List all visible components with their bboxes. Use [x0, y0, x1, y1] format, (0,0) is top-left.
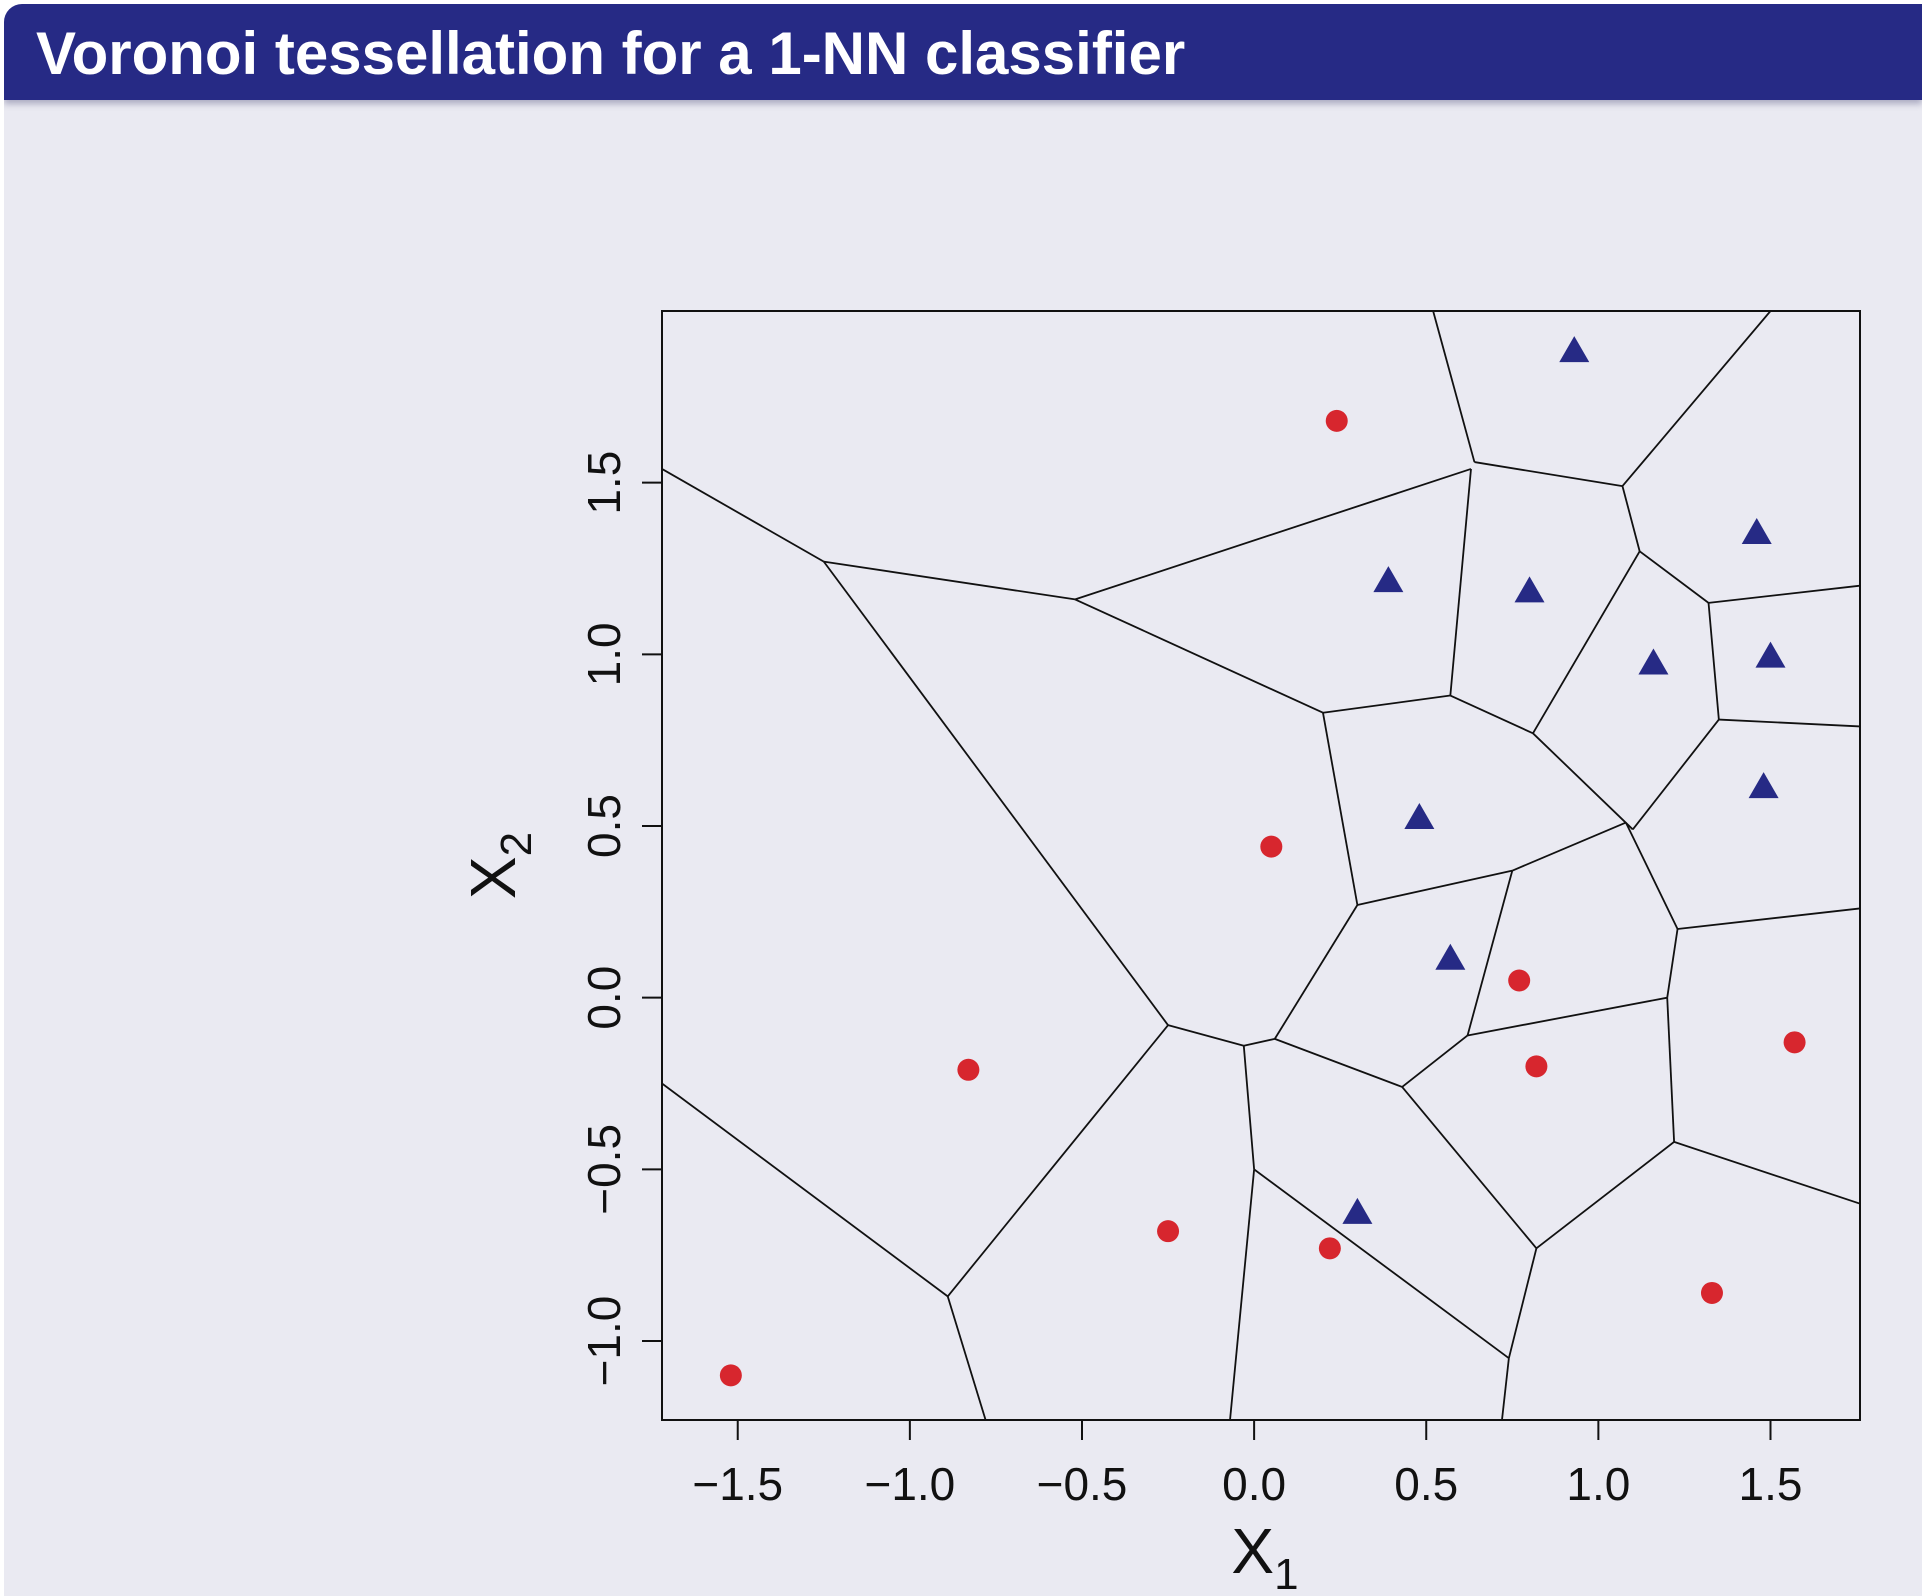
voronoi-edge [1474, 461, 1623, 487]
voronoi-edge [1666, 928, 1679, 998]
voronoi-edge [1535, 1141, 1675, 1250]
voronoi-edge [1621, 311, 1772, 487]
circle-point [957, 1058, 980, 1081]
circle-point [1325, 409, 1348, 432]
triangle-point [1748, 772, 1779, 799]
voronoi-edges [662, 311, 1860, 1420]
voronoi-edge [947, 1024, 1169, 1297]
voronoi-edge [1511, 821, 1627, 872]
voronoi-edge [1274, 904, 1359, 1040]
voronoi-edge [1677, 907, 1860, 930]
voronoi-edge [1357, 869, 1513, 906]
circle-point [719, 1364, 742, 1387]
x-tick-label: 1.0 [1566, 1458, 1630, 1510]
y-tick-label: −1.0 [578, 1296, 630, 1387]
triangle-point [1435, 943, 1466, 970]
triangle-point [1373, 566, 1404, 593]
voronoi-edge [1449, 468, 1472, 696]
voronoi-edge [1074, 598, 1324, 714]
y-tick-label: 0.0 [578, 966, 630, 1030]
voronoi-edge [1432, 311, 1476, 463]
y-axis-label: X2 [457, 832, 541, 899]
voronoi-edge [1707, 602, 1720, 720]
voronoi-edge [1532, 732, 1634, 831]
plot-frame [661, 310, 1861, 1421]
voronoi-edge [1243, 1038, 1275, 1047]
voronoi-edge [1501, 1358, 1510, 1420]
data-points [719, 336, 1806, 1387]
voronoi-edge [1467, 996, 1668, 1037]
voronoi-edge [1229, 1169, 1256, 1420]
circle-point [1525, 1055, 1548, 1078]
y-tick-label: −0.5 [578, 1124, 630, 1215]
voronoi-edge [662, 1082, 949, 1298]
triangle-point [1755, 641, 1786, 668]
y-tick-label: 1.5 [578, 451, 630, 515]
title-bar: Voronoi tessellation for a 1-NN classifi… [4, 4, 1922, 100]
y-axis-label-sub: 2 [492, 832, 541, 856]
voronoi-edge [1632, 719, 1720, 831]
circle-point [1783, 1031, 1806, 1054]
circle-point [1318, 1237, 1341, 1260]
voronoi-edge [1507, 1248, 1538, 1359]
voronoi-edge [823, 561, 1169, 1026]
x-axis-label-main: X [1231, 1515, 1274, 1587]
x-tick-label: −1.5 [692, 1458, 783, 1510]
triangle-point [1342, 1197, 1373, 1224]
voronoi-edge [1401, 1086, 1538, 1249]
voronoi-edge [662, 468, 825, 563]
y-tick-label: 1.0 [578, 622, 630, 686]
circle-point [1700, 1281, 1723, 1304]
voronoi-edge [1708, 584, 1860, 604]
voronoi-edge [1074, 468, 1472, 601]
triangle-point [1741, 518, 1772, 545]
voronoi-edge [1673, 1141, 1860, 1205]
voronoi-edge [1167, 1024, 1245, 1047]
voronoi-edge [1253, 1168, 1510, 1359]
voronoi-edge [1621, 485, 1641, 552]
circle-point [1508, 969, 1531, 992]
y-axis-label-main: X [457, 856, 529, 899]
triangle-point [1638, 648, 1669, 675]
voronoi-edge [1401, 1034, 1469, 1088]
voronoi-edge [1466, 870, 1514, 1036]
y-tick-label: 0.5 [578, 794, 630, 858]
triangle-point [1404, 803, 1435, 830]
triangle-point [1514, 576, 1545, 603]
x-axis-label: X1 [1231, 1515, 1298, 1596]
x-tick-label: 0.0 [1222, 1458, 1286, 1510]
y-axis: −1.0 −0.5 0.0 0.5 1.0 1.5 [578, 451, 662, 1387]
voronoi-edge [823, 560, 1076, 601]
voronoi-edge [1274, 1038, 1403, 1088]
x-tick-label: 0.5 [1394, 1458, 1458, 1510]
x-tick-label: −1.0 [864, 1458, 955, 1510]
voronoi-edge [1322, 712, 1359, 906]
voronoi-edge [1322, 694, 1451, 714]
x-axis: −1.5 −1.0 −0.5 0.0 0.5 1.0 1.5 [692, 1420, 1802, 1510]
voronoi-edge [1718, 718, 1860, 728]
voronoi-edge [1242, 1045, 1256, 1170]
voronoi-edge [946, 1296, 987, 1420]
voronoi-edge [1666, 997, 1676, 1142]
x-tick-label: −0.5 [1037, 1458, 1128, 1510]
circle-point [1157, 1220, 1180, 1243]
voronoi-edge [1449, 694, 1534, 735]
page-title: Voronoi tessellation for a 1-NN classifi… [36, 20, 1186, 87]
voronoi-edge [1625, 822, 1679, 930]
x-axis-label-sub: 1 [1274, 1550, 1298, 1596]
x-tick-label: 1.5 [1739, 1458, 1803, 1510]
circle-point [1260, 835, 1283, 858]
triangle-point [1559, 336, 1590, 363]
voronoi-edge [1532, 550, 1641, 734]
voronoi-edge [1639, 550, 1710, 604]
